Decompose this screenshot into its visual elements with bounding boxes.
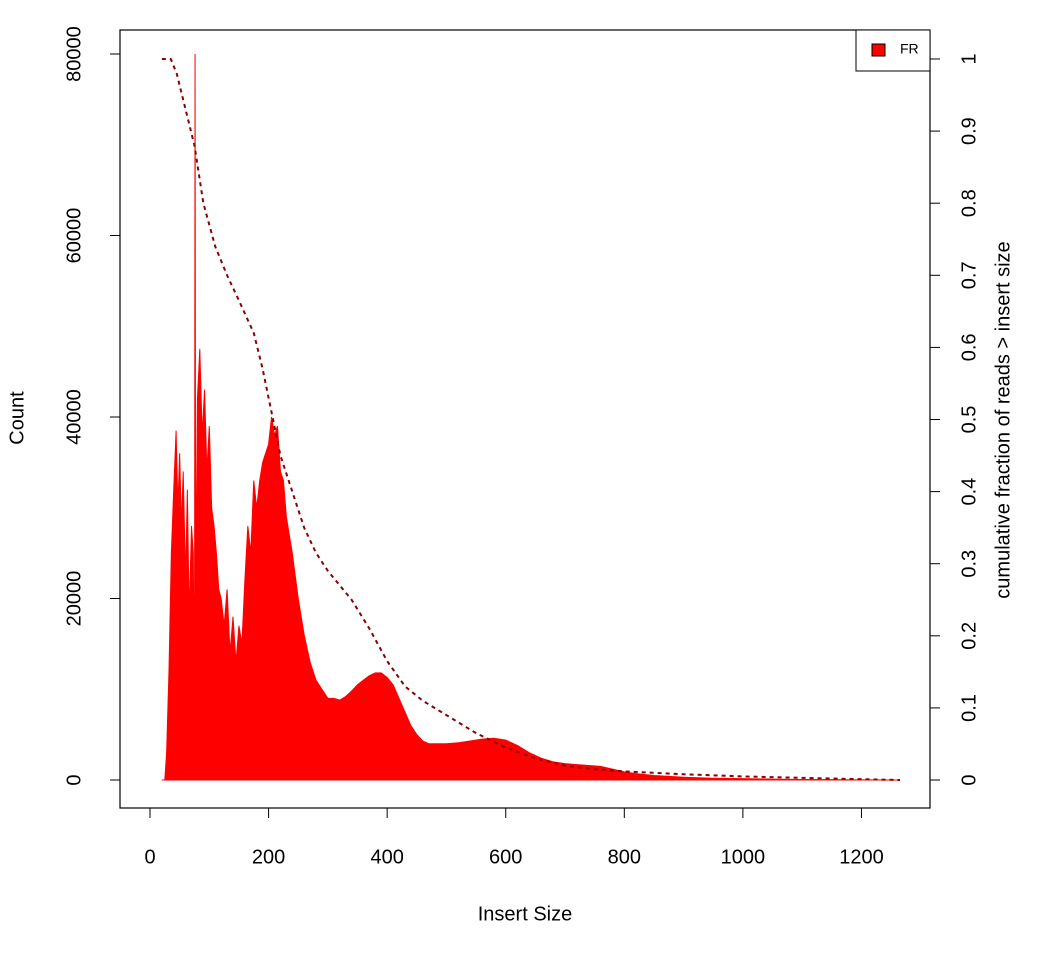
y2-tick-label: 1	[958, 53, 980, 64]
y-tick-label: 60000	[63, 208, 85, 264]
legend-label: FR	[900, 41, 919, 57]
y2-tick-label: 0.9	[958, 117, 980, 145]
y2-tick-label: 0.3	[958, 550, 980, 578]
x-tick-label: 400	[370, 846, 403, 868]
y2-tick-label: 0.6	[958, 333, 980, 361]
legend-box	[855, 29, 931, 72]
y-axis-title: Count	[6, 391, 28, 445]
x-tick-label: 800	[608, 846, 641, 868]
y2-tick-label: 0	[958, 774, 980, 785]
x-tick-label: 200	[252, 846, 285, 868]
y2-axis-title: cumulative fraction of reads > insert si…	[992, 241, 1014, 598]
x-tick-label: 1000	[721, 846, 766, 868]
y-tick-label: 0	[63, 774, 85, 785]
y2-tick-label: 0.7	[958, 261, 980, 289]
line	[161, 57, 901, 782]
y-tick-label: 80000	[63, 26, 85, 82]
y-tick-label: 20000	[63, 571, 85, 627]
y2-tick-label: 0.2	[958, 622, 980, 650]
y2-tick-label: 0.8	[958, 189, 980, 217]
area	[161, 54, 901, 781]
x-tick-label: 1200	[839, 846, 884, 868]
x-axis-title: Insert Size	[478, 903, 572, 925]
legend-swatch	[871, 43, 886, 57]
y2-tick-label: 0.4	[958, 478, 980, 506]
x-tick-label: 600	[489, 846, 522, 868]
y2-tick-label: 0.5	[958, 406, 980, 434]
y2-tick-label: 0.1	[958, 694, 980, 722]
x-tick-label: 0	[144, 846, 155, 868]
y-tick-label: 40000	[63, 389, 85, 445]
